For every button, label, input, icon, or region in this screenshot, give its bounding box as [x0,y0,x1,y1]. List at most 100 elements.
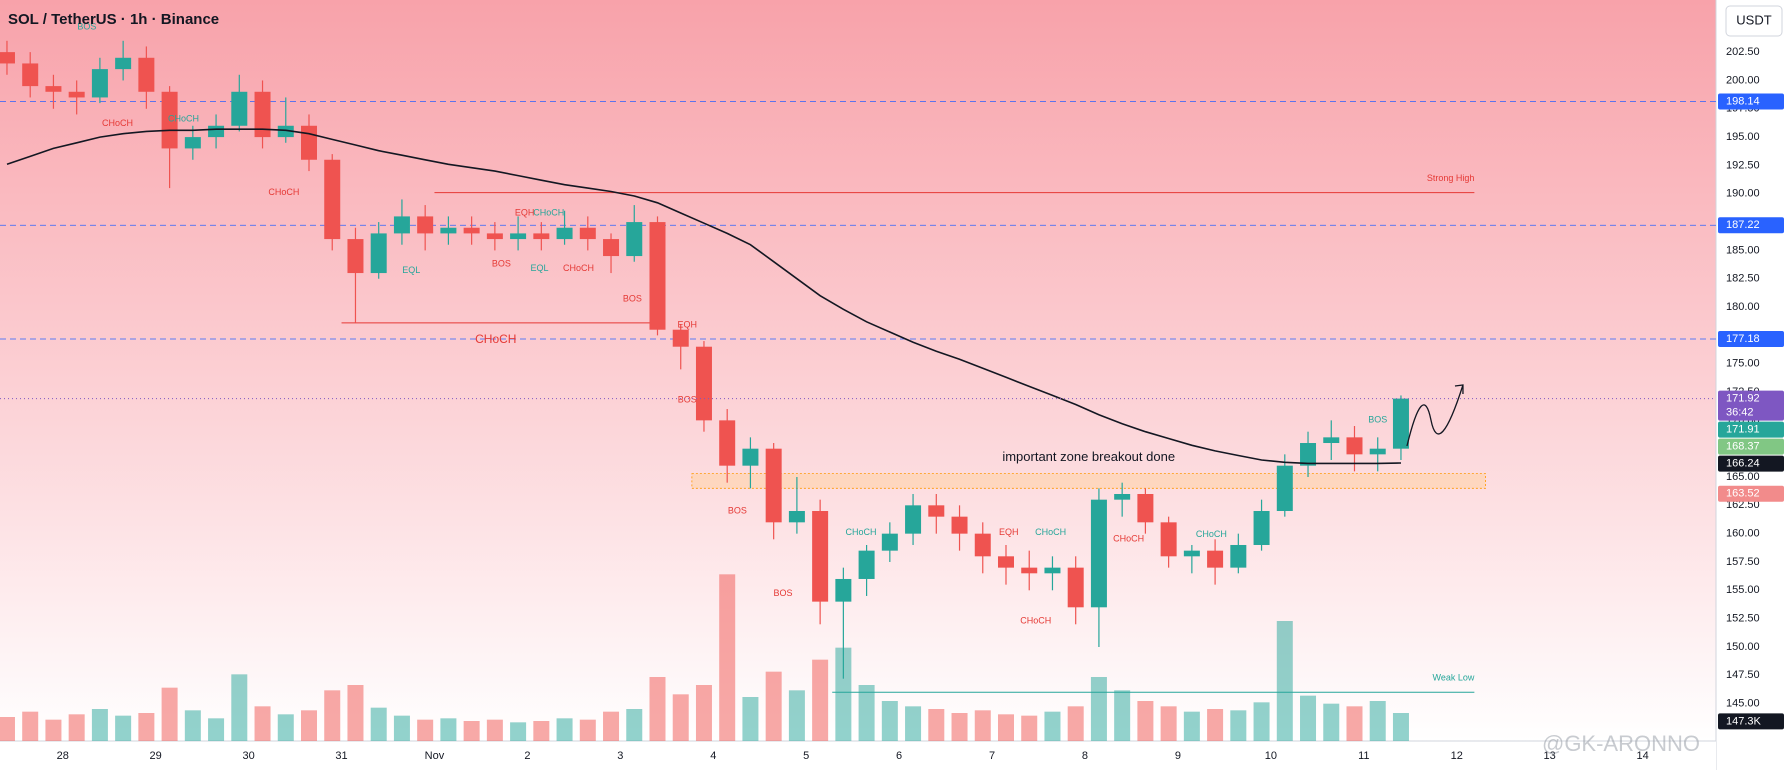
y-tick-label: 162.50 [1726,499,1760,511]
candle-body [347,239,364,274]
volume-bar [742,697,759,741]
volume-bar [835,647,852,741]
volume-bar [161,687,178,741]
volume-bar [695,685,712,741]
volume-bar [812,659,829,741]
volume-bar [533,721,550,741]
watermark: @GK-ARONNO [1542,731,1700,756]
volume-bar [440,718,457,741]
candle-body [672,329,689,347]
candle-body [486,233,503,240]
ema-line [6,128,1402,465]
candle-body [1090,499,1107,608]
candle-body [858,550,875,579]
zone [691,473,1486,489]
candle-body [951,516,968,534]
candle-body [370,233,387,274]
currency-button[interactable] [1725,5,1783,37]
candle-body [138,57,155,92]
x-tick-label: 6 [896,750,902,762]
volume-bar [788,690,805,741]
price-badge-label: 163.52 [1726,488,1760,500]
structure-tag: EQH [999,527,1019,537]
structure-tag: BOS [77,22,96,32]
price-badge [1718,438,1784,455]
candle-body [1392,398,1409,449]
x-tick-label: 9 [1175,750,1181,762]
price-badge [1718,485,1784,502]
structure-tag: CHoCH [102,118,133,128]
volume-bar [486,719,503,741]
y-tick-label: 192.50 [1726,159,1760,171]
candle-body [1276,465,1293,511]
volume-bar [301,710,318,741]
candle-body [765,448,782,523]
candle-body [928,505,945,517]
structure-tag: EQH [515,207,535,217]
candle-body [510,233,527,240]
structure-tag: BOS [773,588,792,598]
volume-bar [208,718,225,741]
volume-bar [510,722,527,741]
structure-label: Weak Low [1433,673,1475,683]
price-badge-label: 177.18 [1726,333,1760,345]
price-badge [1718,93,1784,110]
volume-bar [91,709,108,741]
candle-body [788,510,805,523]
x-tick-label: Nov [425,750,445,762]
candle-body [695,346,712,421]
candle-body [1323,437,1340,444]
candle-body [1300,443,1317,466]
structure-tag: CHoCH [846,527,877,537]
y-tick-label: 147.50 [1726,669,1760,681]
volume-bar [1067,706,1084,741]
candle-body [974,533,991,557]
candle-body [254,91,271,138]
volume-bar [997,714,1014,741]
price-badge-label: 166.24 [1726,458,1760,470]
candle-body [649,222,666,330]
y-tick-label: 200.00 [1726,74,1760,86]
candle-body [417,216,434,234]
volume-bar [277,714,294,741]
x-tick-label: 4 [710,750,716,762]
structure-label: Strong High [1427,173,1475,183]
y-tick-label: 190.00 [1726,188,1760,200]
structure-tag: BOS [678,394,697,404]
candle-body [277,125,294,138]
volume-bar [1300,695,1317,741]
volume-bar [858,685,875,741]
candle-body [1067,567,1084,608]
volume-bar [1114,690,1131,741]
x-tick-label: 3 [617,750,623,762]
price-badge-label: 168.37 [1726,441,1760,453]
price-badge-label: 171.91 [1726,424,1760,436]
volume-bar [951,713,968,741]
x-tick-label: 5 [803,750,809,762]
candle-body [301,125,318,160]
candle-body [115,57,132,70]
candle-body [1369,448,1386,455]
structure-tag: CHoCH [533,207,564,217]
y-tick-label: 182.50 [1726,273,1760,285]
volume-bar [463,721,480,741]
structure-tag: CHoCH [1035,527,1066,537]
y-tick-label: 155.00 [1726,584,1760,596]
x-tick-label: 31 [335,750,347,762]
price-badge [1718,421,1784,438]
candle-body [1346,437,1363,455]
candle-body [208,125,225,138]
volume-bar [1160,706,1177,741]
y-tick-label: 157.50 [1726,556,1760,568]
projection-arrow-head [1454,384,1464,394]
volume-bar [1346,706,1363,741]
currency-label[interactable]: USDT [1736,12,1771,27]
candle-body [626,222,643,257]
volume-bar [974,710,991,741]
candle-body [719,420,736,466]
structure-label: CHoCH [475,332,516,346]
candle-body [184,137,201,149]
candle-body [881,533,898,551]
price-badge [1718,331,1784,348]
